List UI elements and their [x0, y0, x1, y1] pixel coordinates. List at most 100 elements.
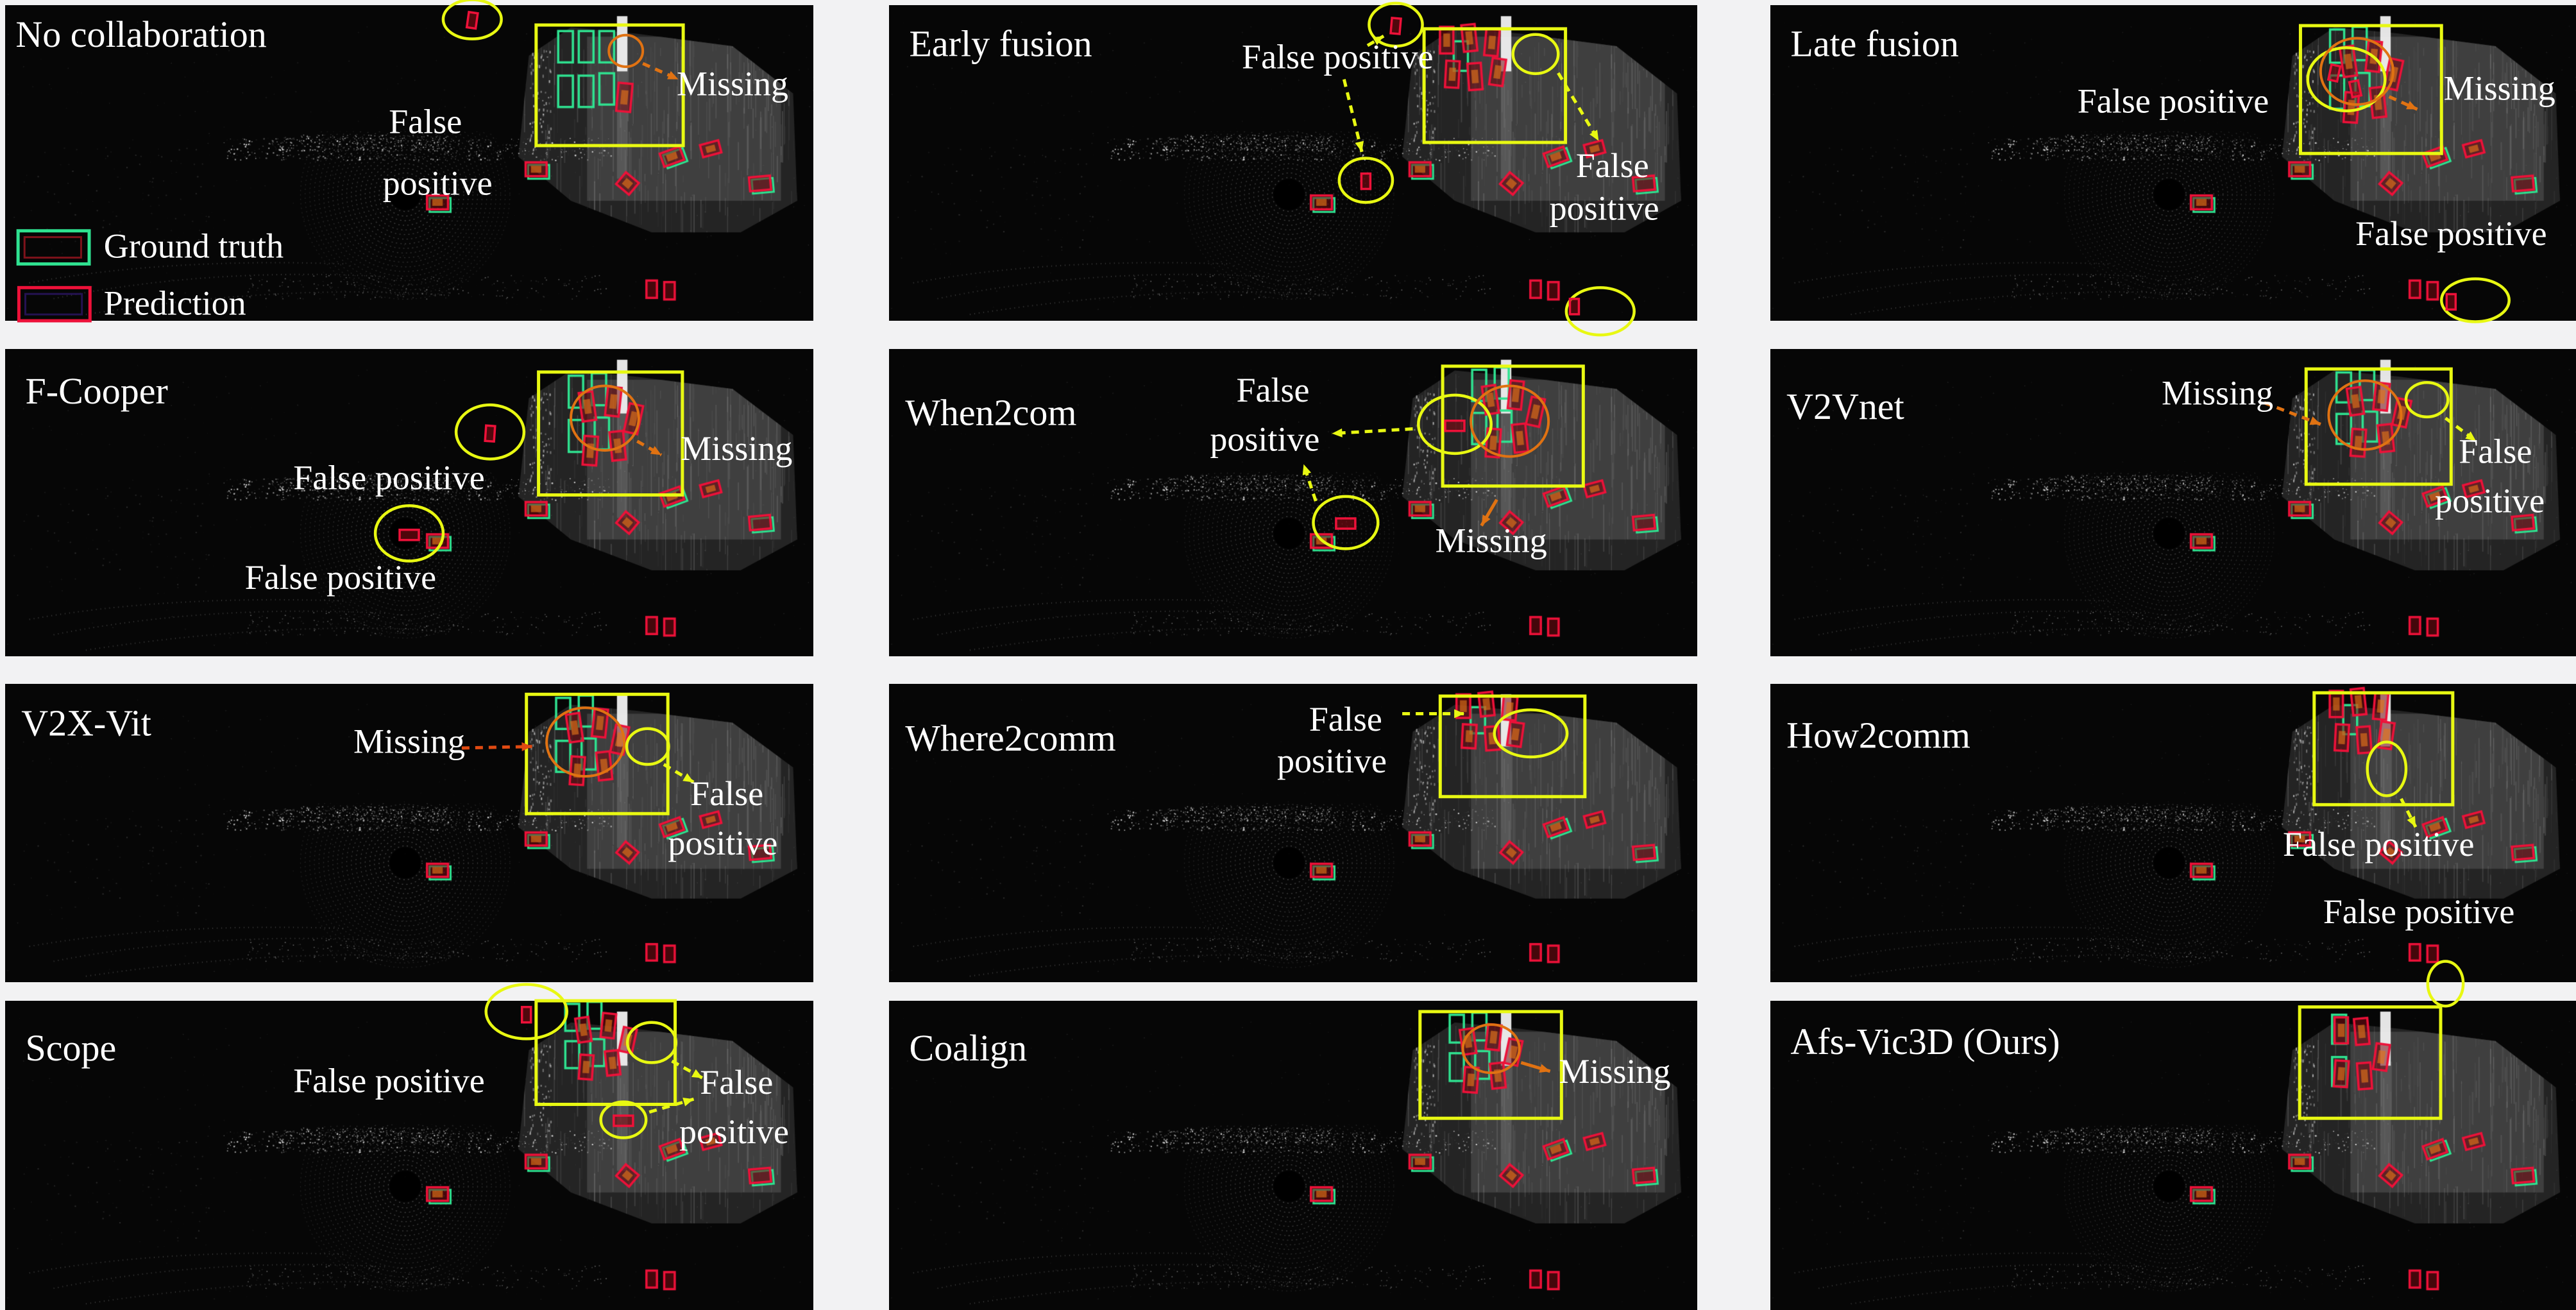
missing-label: Missing [1436, 522, 1547, 560]
prediction-box [1360, 172, 1372, 191]
annotation-overlay: Missing False positive V2X-Vit [21, 692, 777, 862]
method-title: V2Vnet [1786, 386, 1904, 427]
lidar-scene [889, 349, 1697, 656]
false-positive-label: False [700, 1063, 773, 1102]
annotation-arrow [671, 1059, 704, 1080]
false-positive-label: positive [668, 824, 777, 862]
missing-ellipse [570, 384, 640, 452]
annotation-overlay: False positive False positive Early fusion [910, 1, 1659, 337]
false-positive-ellipse [2404, 380, 2450, 419]
false-positive-label: False [690, 774, 763, 813]
panel-v2x-vit: Missing False positive V2X-Vit [5, 684, 813, 982]
annotation-arrow [663, 763, 695, 784]
annotation-arrow [1342, 79, 1364, 153]
false-positive-ellipse [625, 727, 670, 766]
method-title: F-Cooper [26, 370, 168, 412]
false-positive-ellipse [599, 1100, 648, 1139]
false-positive-ellipse [1312, 495, 1380, 550]
zoom-inset-rect [537, 370, 684, 497]
zoom-inset-rect [2304, 367, 2453, 486]
prediction-box [613, 1114, 634, 1127]
panel-no-collaboration: False positive Missing No collaboration Grou… [5, 0, 813, 323]
annotation-arrow [642, 62, 679, 81]
false-positive-ellipse [454, 403, 526, 461]
method-title: No collaboration [15, 13, 266, 55]
legend-label: Prediction [104, 284, 246, 322]
method-title: Early fusion [910, 23, 1092, 65]
false-positive-ellipse [1417, 393, 1493, 455]
false-positive-ellipse [2426, 960, 2465, 1008]
annotation-arrow [2264, 401, 2321, 426]
false-positive-label: False positive [2323, 892, 2514, 931]
annotation-arrow [1557, 72, 1600, 142]
missing-label: Missing [2162, 374, 2273, 413]
false-positive-ellipse [2366, 740, 2408, 797]
annotation-arrow [1402, 709, 1465, 719]
annotation-arrow [1366, 35, 1385, 47]
method-title: Late fusion [1790, 23, 1959, 65]
false-positive-ellipse [1511, 33, 1560, 76]
legend-swatch-ground-truth [16, 229, 91, 266]
missing-label: Missing [353, 722, 465, 761]
annotation-arrow [461, 742, 532, 751]
false-positive-ellipse [1493, 708, 1569, 759]
panel-coalign: Missing Coalign [889, 1001, 1697, 1310]
prediction-box [1389, 17, 1402, 35]
false-positive-label: positive [1277, 742, 1387, 780]
panel-when2com: False positive Missing When2com [889, 349, 1697, 656]
false-positive-label: False [389, 102, 462, 140]
panel-scope: False positive False positive Scope [5, 983, 813, 1310]
annotation-overlay: Missing False positive V2Vnet [1786, 367, 2545, 520]
panel-early-fusion: False positive False positive Early fusion [889, 1, 1697, 337]
false-positive-label: False positive [2355, 214, 2546, 253]
missing-ellipse [1461, 1023, 1521, 1075]
annotation-overlay: Missing Coalign [910, 1010, 1671, 1120]
false-positive-ellipse [484, 983, 568, 1041]
false-positive-ellipse [1368, 1, 1424, 48]
annotation-arrow [1332, 427, 1413, 438]
lidar-scene [5, 684, 813, 982]
false-positive-ellipse [441, 0, 503, 40]
false-positive-label: False [1309, 700, 1382, 738]
annotation-arrow [1480, 498, 1498, 527]
method-title: Where2comm [905, 717, 1116, 759]
annotation-overlay: False positive False positive Missing F-Coo… [26, 370, 793, 597]
legend-swatch-prediction [17, 285, 92, 323]
prediction-box [2326, 63, 2342, 83]
annotation-arrow [1302, 463, 1318, 502]
method-title: Coalign [910, 1027, 1028, 1069]
annotation-arrow [2388, 95, 2418, 111]
false-positive-label: positive [1210, 420, 1319, 458]
false-positive-label: False [1576, 146, 1649, 185]
missing-ellipse [2327, 379, 2403, 451]
panel-how2comm: False positive False positive How2comm [1770, 684, 2576, 1008]
legend-swatch-inner [23, 236, 82, 259]
false-positive-label: positive [383, 164, 493, 202]
method-title: V2X-Vit [21, 702, 151, 744]
missing-ellipse [607, 33, 645, 68]
zoom-inset-rect [1441, 364, 1585, 488]
zoom-inset-rect [2312, 691, 2455, 806]
annotation-overlay: False positive False positive How2comm [1786, 691, 2514, 1008]
false-positive-label: False [2459, 432, 2532, 471]
false-positive-ellipse [2439, 277, 2511, 323]
false-positive-label: False [1237, 371, 1310, 409]
false-positive-ellipse [1564, 286, 1636, 337]
false-positive-label: False positive [245, 558, 436, 597]
method-title: Scope [26, 1027, 117, 1069]
zoom-inset-rect [1418, 1010, 1563, 1120]
annotation-arrow [648, 1097, 695, 1114]
missing-ellipse [1470, 384, 1550, 458]
lidar-scene [889, 5, 1697, 321]
annotation-overlay: False positive Missing No collaboration Grou… [15, 0, 788, 323]
false-positive-label: False positive [293, 458, 484, 497]
zoom-inset-rect [534, 999, 677, 1106]
annotation-overlay: False positive Missing When2com [905, 364, 1585, 560]
annotation-arrow [2400, 797, 2418, 828]
panel-v2vnet: Missing False positive V2Vnet [1770, 349, 2576, 656]
missing-label: Missing [677, 64, 788, 103]
prediction-box [1335, 517, 1357, 530]
method-title: When2com [905, 392, 1076, 434]
annotation-overlay: Afs-Vic3D (Ours) [1790, 1005, 2443, 1120]
